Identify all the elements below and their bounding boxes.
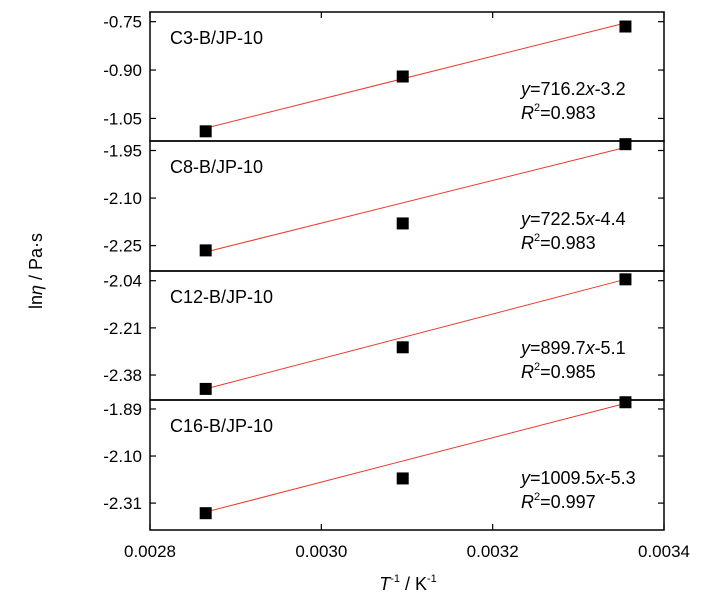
fit-r-squared: R2=0.983 (521, 102, 596, 123)
x-tick-label: 0.0028 (124, 542, 176, 561)
fit-line (205, 146, 626, 253)
panel-label: C3-B/JP-10 (170, 28, 263, 48)
y-tick-label: -2.21 (103, 319, 142, 338)
y-tick-label: -2.38 (103, 366, 142, 385)
x-tick-label: 0.0034 (638, 542, 690, 561)
y-tick-label: -2.10 (103, 447, 142, 466)
data-point (619, 396, 632, 409)
fit-equation: y=716.2x-3.2 (519, 79, 626, 99)
data-point (396, 217, 409, 230)
y-tick-label: -2.10 (103, 189, 142, 208)
y-tick-label: -0.90 (103, 61, 142, 80)
data-point (396, 472, 409, 485)
panel-label: C12-B/JP-10 (170, 287, 273, 307)
y-axis-title: lnη / Pa·s (26, 233, 46, 309)
data-point (396, 341, 409, 354)
panel-frame (149, 399, 665, 531)
x-tick-label: 0.0032 (467, 542, 519, 561)
fit-equation: y=722.5x-4.4 (519, 209, 626, 229)
y-tick-label: -1.89 (103, 400, 142, 419)
data-point (199, 382, 212, 395)
y-tick-label: -1.95 (103, 142, 142, 161)
fit-equation: y=899.7x-5.1 (519, 338, 626, 358)
fit-equation: y=1009.5x-5.3 (519, 468, 636, 488)
y-tick-label: -2.25 (103, 237, 142, 256)
data-point (619, 20, 632, 33)
x-tick-label: 0.0030 (295, 542, 347, 561)
y-tick-label: -2.31 (103, 494, 142, 513)
panel-label: C8-B/JP-10 (170, 157, 263, 177)
data-point (199, 507, 212, 520)
fit-r-squared: R2=0.997 (521, 491, 596, 512)
fit-line (205, 402, 626, 513)
data-point (199, 244, 212, 257)
data-point (619, 138, 632, 151)
panel-label: C16-B/JP-10 (170, 416, 273, 436)
y-tick-label: -0.75 (103, 13, 142, 32)
data-point (396, 70, 409, 83)
y-tick-label: -1.05 (103, 109, 142, 128)
fit-r-squared: R2=0.983 (521, 232, 596, 253)
fit-line (205, 22, 626, 129)
y-tick-label: -2.04 (103, 272, 142, 291)
data-point (199, 125, 212, 138)
fit-r-squared: R2=0.985 (521, 361, 596, 382)
fit-line (205, 278, 626, 390)
data-point (619, 273, 632, 286)
x-axis-title: T-1 / K-1 (379, 573, 437, 594)
